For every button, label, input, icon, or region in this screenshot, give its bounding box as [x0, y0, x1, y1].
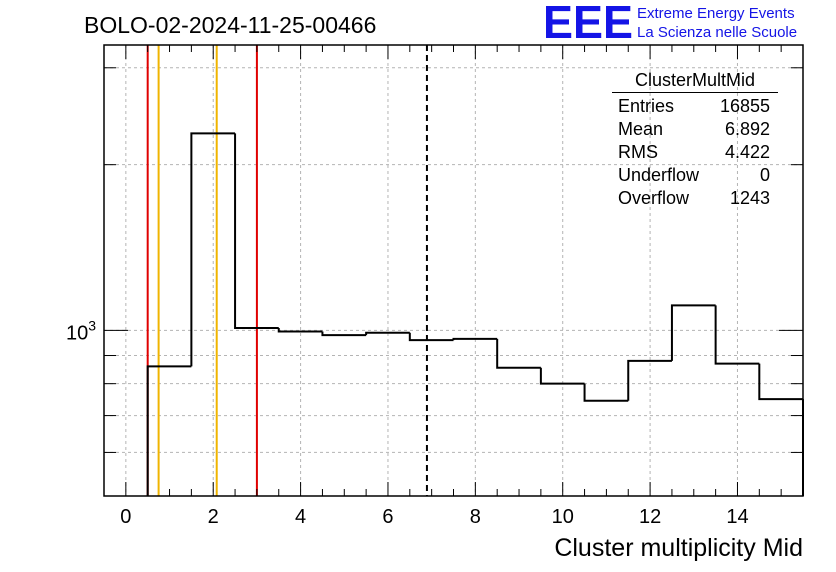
- histogram-bin: [234, 133, 279, 329]
- marker-lines: [146, 45, 428, 496]
- stats-value: 6.892: [724, 119, 770, 139]
- x-axis-label: Cluster multiplicity Mid: [554, 534, 803, 562]
- histogram-bin: [714, 305, 760, 365]
- histogram-bin: [758, 363, 803, 401]
- axes: [103, 44, 804, 497]
- x-tick-label: 6: [382, 506, 393, 528]
- eee-logo-mark: EEE: [543, 0, 633, 44]
- histogram-bin: [146, 365, 192, 496]
- logo-line-2: La Scienza nelle Scuole: [637, 24, 798, 41]
- stats-label: RMS: [618, 142, 658, 162]
- histogram-bin: [670, 304, 716, 361]
- x-tick-label: 14: [726, 506, 748, 528]
- x-tick-label: 12: [639, 506, 661, 528]
- stats-value: 16855: [719, 96, 770, 116]
- stats-row-overflow: Overflow 1243: [612, 187, 778, 210]
- tick-labels: 0 2 4 6 8 10 12 14 103: [66, 317, 749, 528]
- histogram-bin: [190, 132, 236, 367]
- stats-box: ClusterMultMid Entries 16855 Mean 6.892 RM…: [612, 70, 778, 210]
- histogram-bin: [277, 327, 323, 333]
- stats-label: Underflow: [618, 165, 700, 185]
- stats-value: 0: [759, 165, 770, 185]
- histogram-bin: [627, 359, 672, 401]
- x-tick-label: 2: [208, 506, 219, 528]
- logo-line-1: Extreme Energy Events: [637, 5, 795, 22]
- stats-value: 1243: [729, 188, 770, 208]
- histogram-bin: [496, 338, 541, 369]
- histogram-bin: [539, 367, 585, 385]
- stats-row-underflow: Underflow 0: [612, 164, 778, 187]
- svg-text:EEE: EEE: [543, 0, 633, 44]
- stats-label: Overflow: [618, 188, 690, 208]
- stats-value: 4.422: [724, 142, 770, 162]
- stats-label: Entries: [618, 96, 675, 116]
- x-tick-label: 4: [295, 506, 306, 528]
- histogram-bin: [321, 331, 367, 337]
- histogram-bin: [408, 332, 454, 342]
- stats-title: ClusterMultMid: [612, 70, 778, 93]
- stats-label: Mean: [618, 119, 664, 139]
- x-tick-label: 8: [470, 506, 481, 528]
- grid-lines: [104, 45, 803, 497]
- x-tick-label: 10: [552, 506, 574, 528]
- stats-row-rms: RMS 4.422: [612, 141, 778, 164]
- histogram-bin: [365, 331, 410, 336]
- histogram-bin: [452, 337, 498, 341]
- chart-title: BOLO-02-2024-11-25-00466: [84, 12, 377, 38]
- eee-logo-text: Extreme Energy Events La Scienza nelle S…: [637, 4, 797, 42]
- histogram-bin: [583, 383, 629, 402]
- y-tick-label: 103: [66, 317, 96, 344]
- stats-row-mean: Mean 6.892: [612, 118, 778, 141]
- stats-row-entries: Entries 16855: [612, 95, 778, 118]
- x-tick-label: 0: [120, 506, 131, 528]
